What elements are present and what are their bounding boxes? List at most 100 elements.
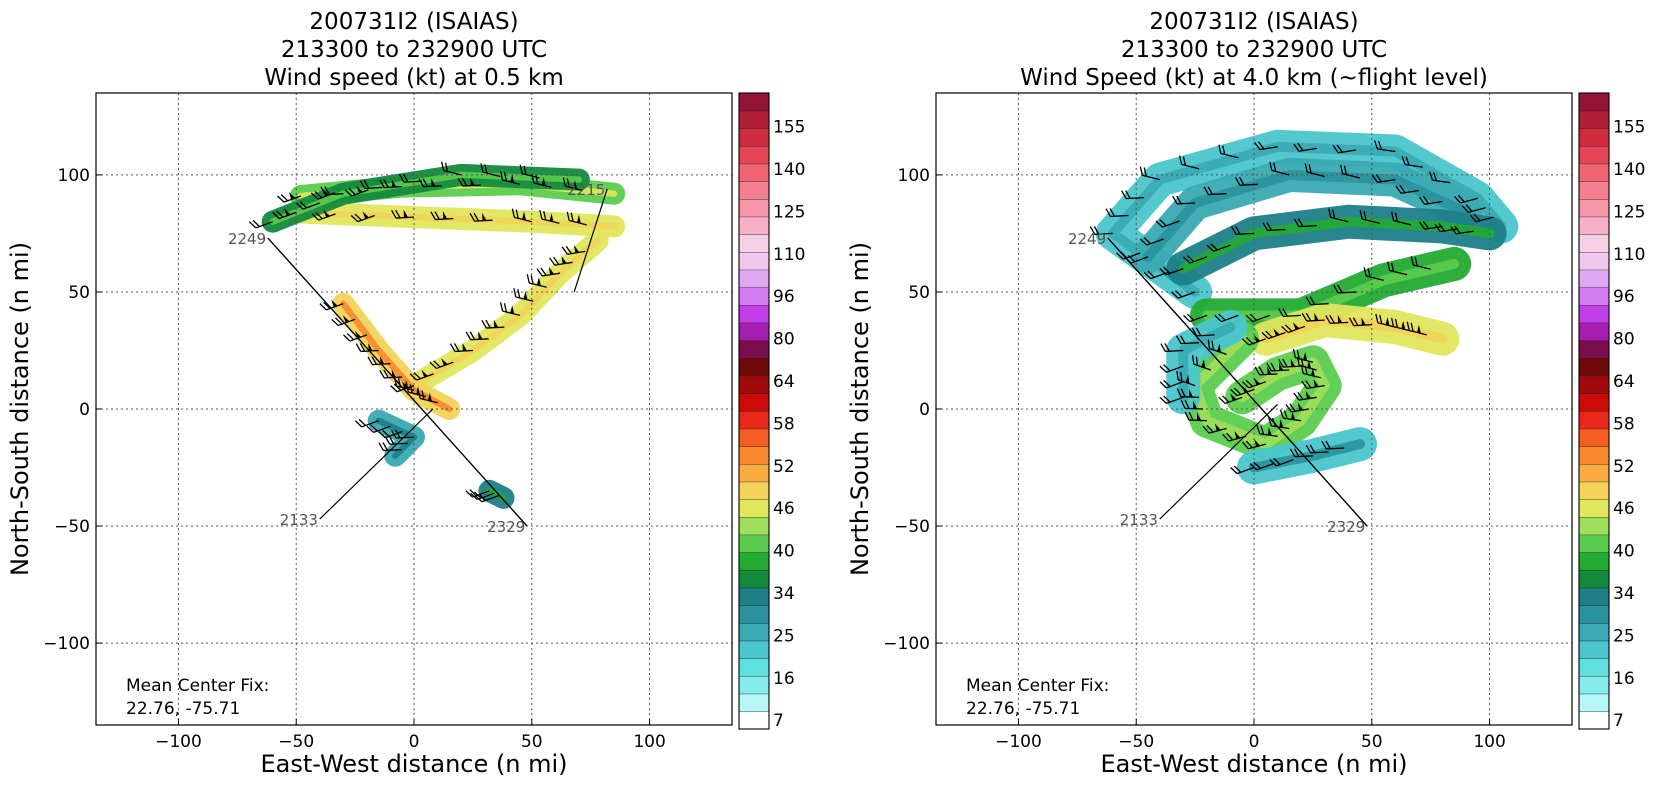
colorbar-tick-label: 96 (1613, 287, 1635, 307)
wind-barb (1089, 226, 1113, 235)
colorbar-segment (738, 128, 770, 147)
wind-barb (499, 302, 521, 317)
y-tick-label: 0 (919, 400, 930, 420)
wind-barb (465, 331, 489, 341)
colorbar-segment (738, 92, 770, 112)
wind-band-core (340, 300, 453, 413)
colorbar-segment (738, 658, 770, 677)
right-title-line1: 200731I2 (ISAIAS) (1149, 9, 1358, 35)
colorbar-segment (1578, 234, 1610, 253)
wind-barb (1231, 226, 1255, 235)
colorbar-segment (738, 145, 770, 165)
colorbar-segment (1578, 658, 1610, 677)
wind-barb (1206, 243, 1231, 252)
wind-barb (1450, 225, 1475, 235)
left-colorbar: 7 16 25 34 40 46 52 58 64 80 96 110 125 140 155 (738, 92, 805, 731)
colorbar-tick-label: 34 (773, 584, 795, 604)
left-plot-area: 2249 2133 2329 2215 (96, 93, 732, 725)
wind-barb (513, 288, 534, 302)
wind-barb (1218, 393, 1243, 405)
colorbar-segment (738, 446, 770, 465)
colorbar-tick-label: 46 (773, 499, 795, 519)
wind-barb (331, 315, 356, 327)
colorbar-segment (1578, 711, 1610, 730)
wind-barb (1203, 186, 1227, 196)
wind-barb (384, 435, 408, 445)
wind-barb (379, 179, 403, 189)
left-title-line2: 213300 to 232900 UTC (281, 37, 547, 63)
colorbar-tick-label: 16 (773, 669, 795, 689)
wind-barb (1406, 321, 1427, 336)
colorbar-segment (738, 198, 770, 218)
left-panel: 200731I2 (ISAIAS) 213300 to 232900 UTC W… (6, 9, 805, 778)
wind-barb (1176, 388, 1200, 398)
wind-barb (1241, 438, 1266, 450)
right-flight-legs: 2249 2133 2329 (1068, 230, 1368, 536)
colorbar-segment (738, 357, 770, 377)
wind-barb (391, 209, 415, 219)
right-center-fix-label: Mean Center Fix: (966, 676, 1109, 696)
x-tick-label: −50 (278, 732, 314, 752)
wind-barb (295, 201, 321, 210)
wind-barb (1418, 220, 1443, 230)
x-tick-label: 0 (409, 732, 420, 752)
colorbar-tick-label: 34 (1613, 584, 1635, 604)
wind-barb (1359, 210, 1380, 224)
wind-barb (1418, 196, 1443, 205)
wind-barb (1305, 296, 1329, 306)
wind-barb (1191, 355, 1212, 371)
wind-barb (1325, 314, 1349, 324)
wind-barb (1339, 164, 1361, 179)
y-tick-label: 0 (79, 400, 90, 420)
flight-leg-label: 2249 (228, 230, 266, 248)
wind-barb (1390, 211, 1412, 226)
colorbar-segment (738, 605, 770, 624)
x-tick-label: −100 (995, 732, 1042, 752)
x-tick-label: 100 (1473, 732, 1505, 752)
left-flight-legs: 2249 2133 2329 2215 (228, 181, 608, 536)
wind-band (332, 292, 461, 420)
colorbar-tick-label: 80 (773, 330, 795, 350)
colorbar-segment (1578, 110, 1610, 129)
wind-barb (1333, 284, 1357, 294)
colorbar-segment (738, 569, 770, 589)
left-grid (96, 93, 732, 725)
colorbar-segment (738, 234, 770, 253)
colorbar-segment (1578, 534, 1610, 553)
wind-barb (1139, 166, 1160, 181)
wind-barb (511, 208, 532, 223)
flight-leg (267, 237, 528, 527)
wind-barb (429, 358, 454, 369)
x-tick-label: 50 (1361, 732, 1383, 752)
wind-barb (1230, 465, 1255, 475)
wind-barb (1434, 223, 1459, 233)
wind-barb (1262, 222, 1286, 232)
colorbar-segment (738, 481, 770, 500)
colorbar-segment (1578, 410, 1610, 430)
colorbar-tick-label: 58 (1613, 414, 1635, 434)
right-grid (936, 93, 1572, 725)
wind-barb (1191, 327, 1215, 337)
wind-barb (409, 369, 434, 381)
left-center-fix-value: 22.76, -75.71 (126, 699, 240, 719)
colorbar-segment (1578, 128, 1610, 147)
wind-barb (526, 274, 547, 288)
colorbar-tick-label: 155 (1613, 118, 1645, 138)
wind-barb (1390, 317, 1412, 332)
flight-leg-label: 2329 (1327, 518, 1365, 536)
colorbar-segment (738, 587, 770, 606)
colorbar-segment (738, 304, 770, 324)
y-tick-label: −50 (894, 517, 930, 537)
y-tick-label: 100 (58, 166, 90, 186)
wind-barb (1278, 358, 1302, 368)
wind-barb (1301, 379, 1325, 390)
colorbar-tick-label: 25 (1613, 626, 1635, 646)
wind-band-core (1201, 258, 1460, 321)
wind-barb (1171, 290, 1196, 299)
wind-barb (1301, 312, 1325, 322)
colorbar-tick-label: 110 (773, 245, 805, 265)
wind-barb (480, 163, 501, 178)
colorbar-segment (1578, 145, 1610, 165)
colorbar-tick-label: 155 (773, 118, 805, 138)
right-plot-area: 2249 2133 2329 (936, 93, 1572, 725)
